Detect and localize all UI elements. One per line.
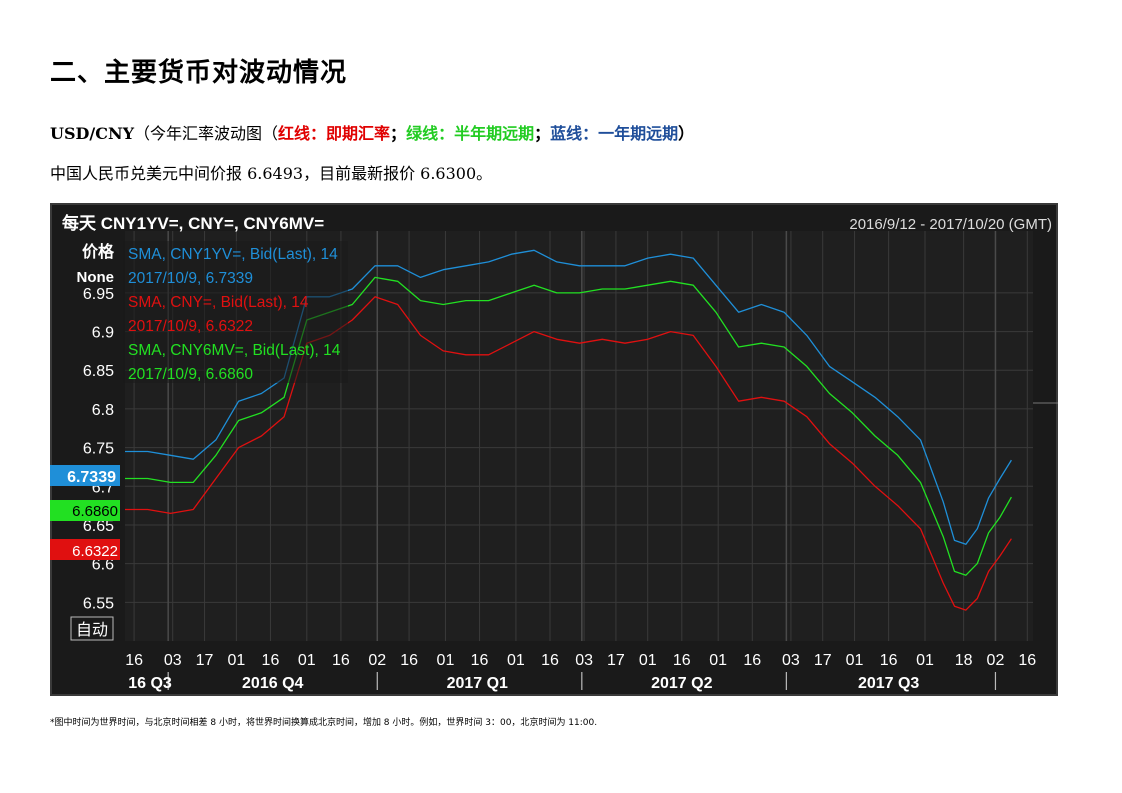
x-tick-label: 16: [332, 652, 350, 669]
chart-caption: USD/CNY（今年汇率波动图（红线：即期汇率；绿线：半年期远期；蓝线：一年期远…: [50, 120, 694, 144]
x-tick-label: 01: [437, 652, 455, 669]
x-tick-label: 17: [196, 652, 214, 669]
tag-red: [50, 539, 120, 560]
x-tick-label: 16: [673, 652, 691, 669]
chart-container: 6.55 6.6 6.65 6.7 6.75 6.8 6.85 6.9 6.95 16 03 17 0…: [50, 203, 1058, 696]
caption-close: ）: [678, 124, 695, 143]
x-tick-label: 16: [125, 652, 143, 669]
legend-green-name: SMA, CNY6MV=, Bid(Last), 14: [128, 342, 341, 359]
blue-line-label: 蓝线：一年期远期: [550, 124, 679, 143]
x-tick-label: 02: [987, 652, 1005, 669]
x-tick-label: 18: [955, 652, 973, 669]
quarter-label: 2017 Q1: [447, 675, 508, 692]
y-axis-label-2: None: [77, 269, 115, 286]
caption-separator-2: ；: [534, 124, 551, 143]
y-tick-labels: 6.556.66.656.76.756.86.856.96.95: [83, 286, 114, 612]
x-tick-label: 01: [709, 652, 727, 669]
x-tick-label: 01: [846, 652, 864, 669]
date-range: 2016/9/12 - 2017/10/20 (GMT): [849, 216, 1052, 233]
x-tick-label: 16: [743, 652, 761, 669]
x-tick-label: 01: [639, 652, 657, 669]
y-tick-label: 6.85: [83, 363, 114, 380]
x-tick-label: 16: [400, 652, 418, 669]
legend: SMA, CNY1YV=, Bid(Last), 14 2017/10/9, 6…: [123, 241, 348, 383]
auto-button[interactable]: 自动: [70, 616, 114, 641]
x-tick-label: 16: [262, 652, 280, 669]
auto-button-frame[interactable]: [70, 616, 114, 641]
x-tick-label: 01: [227, 652, 245, 669]
legend-blue-name: SMA, CNY1YV=, Bid(Last), 14: [128, 246, 338, 263]
tag-blue-value: 6.7339: [67, 469, 116, 486]
x-tick-label: 03: [575, 652, 593, 669]
legend-green-last: 2017/10/9, 6.6860: [128, 366, 253, 383]
tag-blue: [50, 465, 120, 486]
last-value-tags: 6.7339 6.6860 6.6322: [50, 465, 120, 560]
red-line-label: 红线：即期汇率: [278, 124, 391, 143]
quarter-labels: 16 Q3 2016 Q4 2017 Q1 2017 Q2 2017 Q3: [128, 675, 919, 692]
tag-green-value: 6.6860: [72, 503, 118, 520]
y-tick-label: 6.8: [92, 402, 114, 419]
x-tick-label: 03: [164, 652, 182, 669]
chart-border: [50, 203, 1058, 696]
auto-button-label[interactable]: 自动: [76, 621, 108, 639]
y-axis-label: 价格: [82, 242, 115, 261]
series-line-green: [125, 276, 1012, 576]
y-tick-label: 6.75: [83, 441, 114, 458]
tag-green: [50, 500, 120, 521]
chart-title: 每天 CNY1YV=, CNY=, CNY6MV=: [62, 213, 324, 233]
x-tick-label: 16: [880, 652, 898, 669]
quarter-label: 2017 Q2: [651, 675, 712, 692]
x-tick-labels: 16 03 17 01 16 01 16 02 16 01 16 01 16 03 17 01 16 01 16 03…: [125, 652, 1036, 669]
quarter-label: 2017 Q3: [858, 675, 919, 692]
usd-cny-chart: 6.556.66.656.76.756.86.856.96.95 16 03 17 0…: [50, 203, 1058, 696]
fixing-rate-text: 中国人民币兑美元中间价报 6.6493，目前最新报价 6.6300。: [50, 164, 493, 183]
quarter-label: 2016 Q4: [242, 675, 303, 692]
x-tick-label: 01: [507, 652, 525, 669]
series-line-red: [125, 296, 1012, 611]
x-tick-label: 01: [916, 652, 934, 669]
caption-open: （今年汇率波动图（: [134, 124, 279, 143]
green-line-label: 绿线：半年期远期: [406, 124, 535, 143]
legend-red-name: SMA, CNY=, Bid(Last), 14: [128, 294, 309, 311]
y-tick-label: 6.55: [83, 595, 114, 612]
y-tick-label: 6.95: [83, 286, 114, 303]
x-tick-label: 03: [782, 652, 800, 669]
x-tick-label: 17: [814, 652, 832, 669]
legend-blue-last: 2017/10/9, 6.7339: [128, 270, 253, 287]
tag-red-value: 6.6322: [72, 543, 118, 560]
x-tick-label: 17: [607, 652, 625, 669]
y-tick-label: 6.9: [92, 325, 114, 342]
legend-red-last: 2017/10/9, 6.6322: [128, 318, 253, 335]
currency-pair: USD/CNY: [50, 124, 135, 143]
section-heading: 二、主要货币对波动情况: [50, 58, 348, 88]
quarter-label: 16 Q3: [128, 675, 172, 692]
y-tick-label: 6.65: [83, 518, 114, 535]
y-tick-label: 6.6: [92, 557, 114, 574]
x-tick-label: 16: [471, 652, 489, 669]
x-tick-label: 16: [1018, 652, 1036, 669]
footnote: *图中时间为世界时间，与北京时间相差 8 小时，将世界时间换算成北京时间，增加 …: [50, 718, 598, 728]
legend-background: [123, 241, 348, 383]
x-tick-label: 16: [541, 652, 559, 669]
x-tick-label: 01: [298, 652, 316, 669]
caption-separator-1: ；: [390, 124, 407, 143]
x-tick-label: 02: [368, 652, 386, 669]
